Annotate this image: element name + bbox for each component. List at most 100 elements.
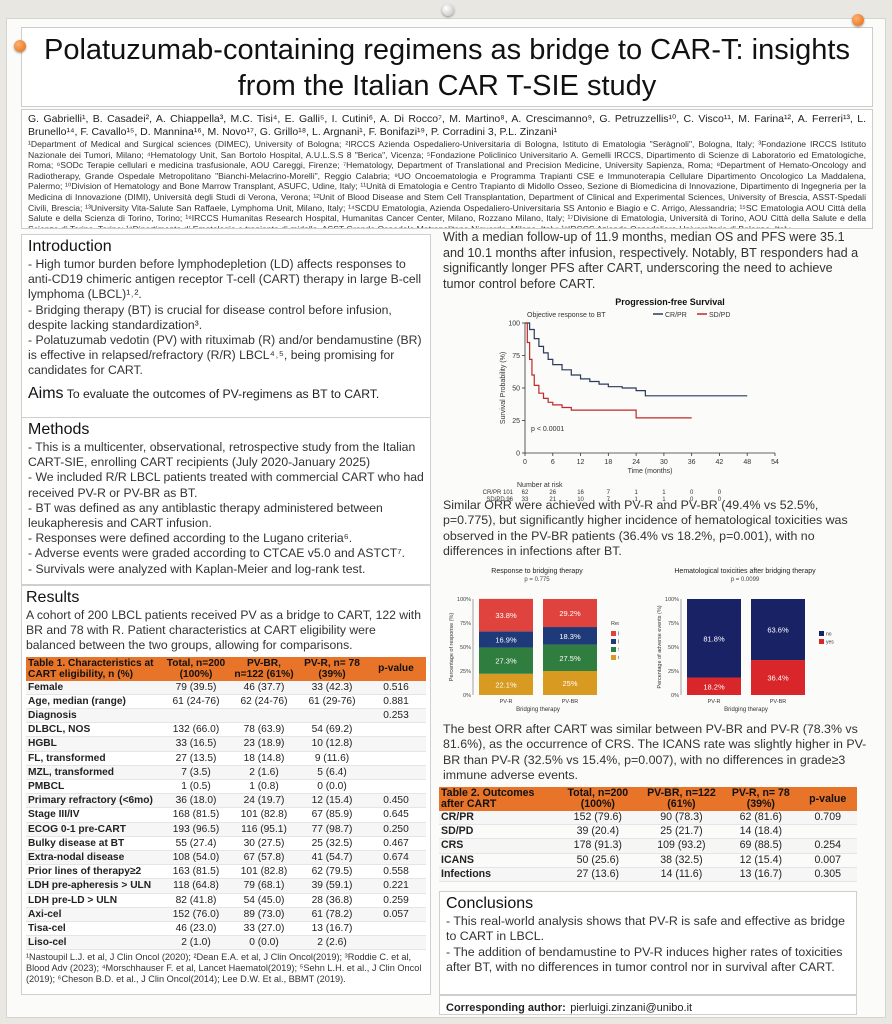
table-cell <box>366 779 426 795</box>
table-row: DLBCL, NOS 132 (66.0) 78 (63.9) 54 (69.2) <box>26 722 426 738</box>
y-tick-label: 75% <box>668 621 679 627</box>
km-x-tick-label: 30 <box>660 459 668 466</box>
table-cell: 0.259 <box>366 893 426 908</box>
x-tick-label: PV-BR <box>562 699 579 705</box>
table-cell: 0.450 <box>366 793 426 809</box>
results-text: A cohort of 200 LBCL patients received P… <box>26 608 421 653</box>
table-cell: FL, transformed <box>26 751 162 766</box>
y-tick-label: 0% <box>671 693 679 699</box>
table-cell: CR/PR <box>439 811 557 826</box>
aims-text: To evaluate the outcomes of PV-regimens … <box>66 386 380 401</box>
bar-label: 18.2% <box>703 682 725 691</box>
table-row: ECOG 0-1 pre-CART 193 (96.5) 116 (95.1) 77 … <box>26 822 426 837</box>
table-cell: Infections <box>439 867 557 883</box>
km-y-tick-label: 50 <box>512 386 520 393</box>
methods-heading: Methods <box>28 421 90 438</box>
km-y-tick-label: 100 <box>508 321 520 328</box>
table-cell: 18 (14.8) <box>230 751 298 766</box>
table-cell: 193 (96.5) <box>162 822 230 837</box>
legend-swatch <box>611 655 616 660</box>
table-row: ICANS 50 (25.6) 38 (32.5) 12 (15.4) 0.007 <box>439 853 857 868</box>
table-cell: 23 (18.9) <box>230 736 298 752</box>
table-cell: 27 (13.6) <box>556 867 640 883</box>
table-cell: 13 (16.7) <box>723 867 799 883</box>
bar-label: 63.6% <box>767 626 789 635</box>
table-cell: 0.645 <box>366 807 426 823</box>
x-tick-label: PV-BR <box>770 699 787 705</box>
table-header: Table 1. Characteristics at CART eligibi… <box>26 656 162 681</box>
legend-item: no <box>826 632 832 638</box>
table-cell: 0.057 <box>366 907 426 923</box>
bar-segment-pd <box>479 598 533 632</box>
bar-segment-yes <box>687 677 741 695</box>
risk-value: 7 <box>607 490 611 496</box>
bar-segment-sd <box>479 647 533 674</box>
table-cell: 39 (20.4) <box>556 824 640 840</box>
legend-swatch <box>819 639 824 644</box>
table-cell: Stage III/IV <box>26 807 162 823</box>
survival-text: With a median follow-up of 11.9 months, … <box>443 230 859 291</box>
km-x-label: Time (months) <box>628 468 673 475</box>
bar-label: 16.9% <box>495 635 517 644</box>
bar-segment-no <box>687 599 741 678</box>
km-x-tick-label: 42 <box>716 459 724 466</box>
km-y-tick-label: 25 <box>512 418 520 425</box>
table-cell <box>366 935 426 951</box>
table-row: CR/PR 152 (79.6) 90 (78.3) 62 (81.6) 0.709 <box>439 811 857 826</box>
risk-value: 21 <box>549 497 556 503</box>
table-cell <box>230 708 298 724</box>
table-cell: 0.305 <box>798 867 857 883</box>
legend-item: yes <box>826 640 834 646</box>
table-cell: 90 (78.3) <box>639 811 724 826</box>
table-cell: 67 (57.8) <box>230 850 298 866</box>
corresponding-box: Corresponding author: pierluigi.zinzani@… <box>439 995 857 1015</box>
affiliations: ¹Department of Medical and Surgical scie… <box>28 139 866 229</box>
table-row: MZL, transformed 7 (3.5) 2 (1.6) 5 (6.4) <box>26 765 426 781</box>
y-tick-label: 25% <box>460 669 471 675</box>
table-cell: Bulky disease at BT <box>26 836 162 852</box>
km-x-tick-label: 0 <box>523 459 527 466</box>
aims: Aims To evaluate the outcomes of PV-regi… <box>28 385 424 403</box>
table-cell <box>798 824 857 840</box>
table-cell: 168 (81.5) <box>162 807 230 823</box>
table-cell: 24 (19.7) <box>230 793 298 809</box>
table-cell: Prior lines of therapy≥2 <box>26 864 162 880</box>
chart-subtitle: p = 0.775 <box>524 577 550 583</box>
toxicity-chart-box: Hematological toxicities after bridging … <box>647 563 847 723</box>
table-row: PMBCL 1 (0.5) 1 (0.8) 0 (0.0) <box>26 779 426 795</box>
cart-outcome-text: The best ORR after CART was similar betw… <box>443 722 867 783</box>
y-tick-label: 50% <box>460 645 471 651</box>
risk-row-label: SD/PD 96 <box>486 497 513 503</box>
legend-swatch <box>611 647 616 652</box>
table-cell: 62 (81.6) <box>723 811 799 826</box>
bar-segment-cr <box>479 673 533 695</box>
corresponding-label: Corresponding author: <box>446 1002 566 1014</box>
table-cell: 0.250 <box>366 822 426 837</box>
pin-icon <box>852 14 864 26</box>
bar-segment-pr <box>479 631 533 648</box>
table-row: Female 79 (39.5) 46 (37.7) 33 (42.3) 0.516 <box>26 680 426 695</box>
response-chart: Response to bridging therapy p = 0.775 0% 2… <box>449 568 619 713</box>
conclusions-box: Conclusions - This real-world analysis s… <box>439 891 857 995</box>
table-cell: 50 (25.6) <box>556 853 640 868</box>
table-cell: 2 (1.0) <box>162 935 230 951</box>
x-axis-label: Bridging therapy <box>516 707 560 713</box>
table-header: p-value <box>798 787 857 811</box>
table-cell: 46 (23.0) <box>162 921 230 937</box>
table-header: p-value <box>366 656 426 681</box>
bar-label: 29.2% <box>559 609 581 618</box>
table-cell: 7 (3.5) <box>162 765 230 781</box>
bar-segment-cr <box>543 671 597 695</box>
introduction-box: Introduction - High tumor burden before … <box>21 234 431 430</box>
table-cell: 5 (6.4) <box>298 765 366 781</box>
km-x-tick-label: 48 <box>743 459 751 466</box>
table-cell: SD/PD <box>439 824 557 840</box>
table-cell: LDH pre-apheresis > ULN <box>26 878 162 894</box>
y-axis-label: Percentage of adverse events (%) <box>657 605 663 688</box>
legend-swatch <box>611 639 616 644</box>
table-cell: 14 (18.4) <box>723 824 799 840</box>
table-cell: 69 (88.5) <box>723 838 799 854</box>
table-cell: 77 (98.7) <box>298 822 366 837</box>
corresponding-email[interactable]: pierluigi.zinzani@unibo.it <box>570 1002 693 1014</box>
table-cell: HGBL <box>26 736 162 752</box>
